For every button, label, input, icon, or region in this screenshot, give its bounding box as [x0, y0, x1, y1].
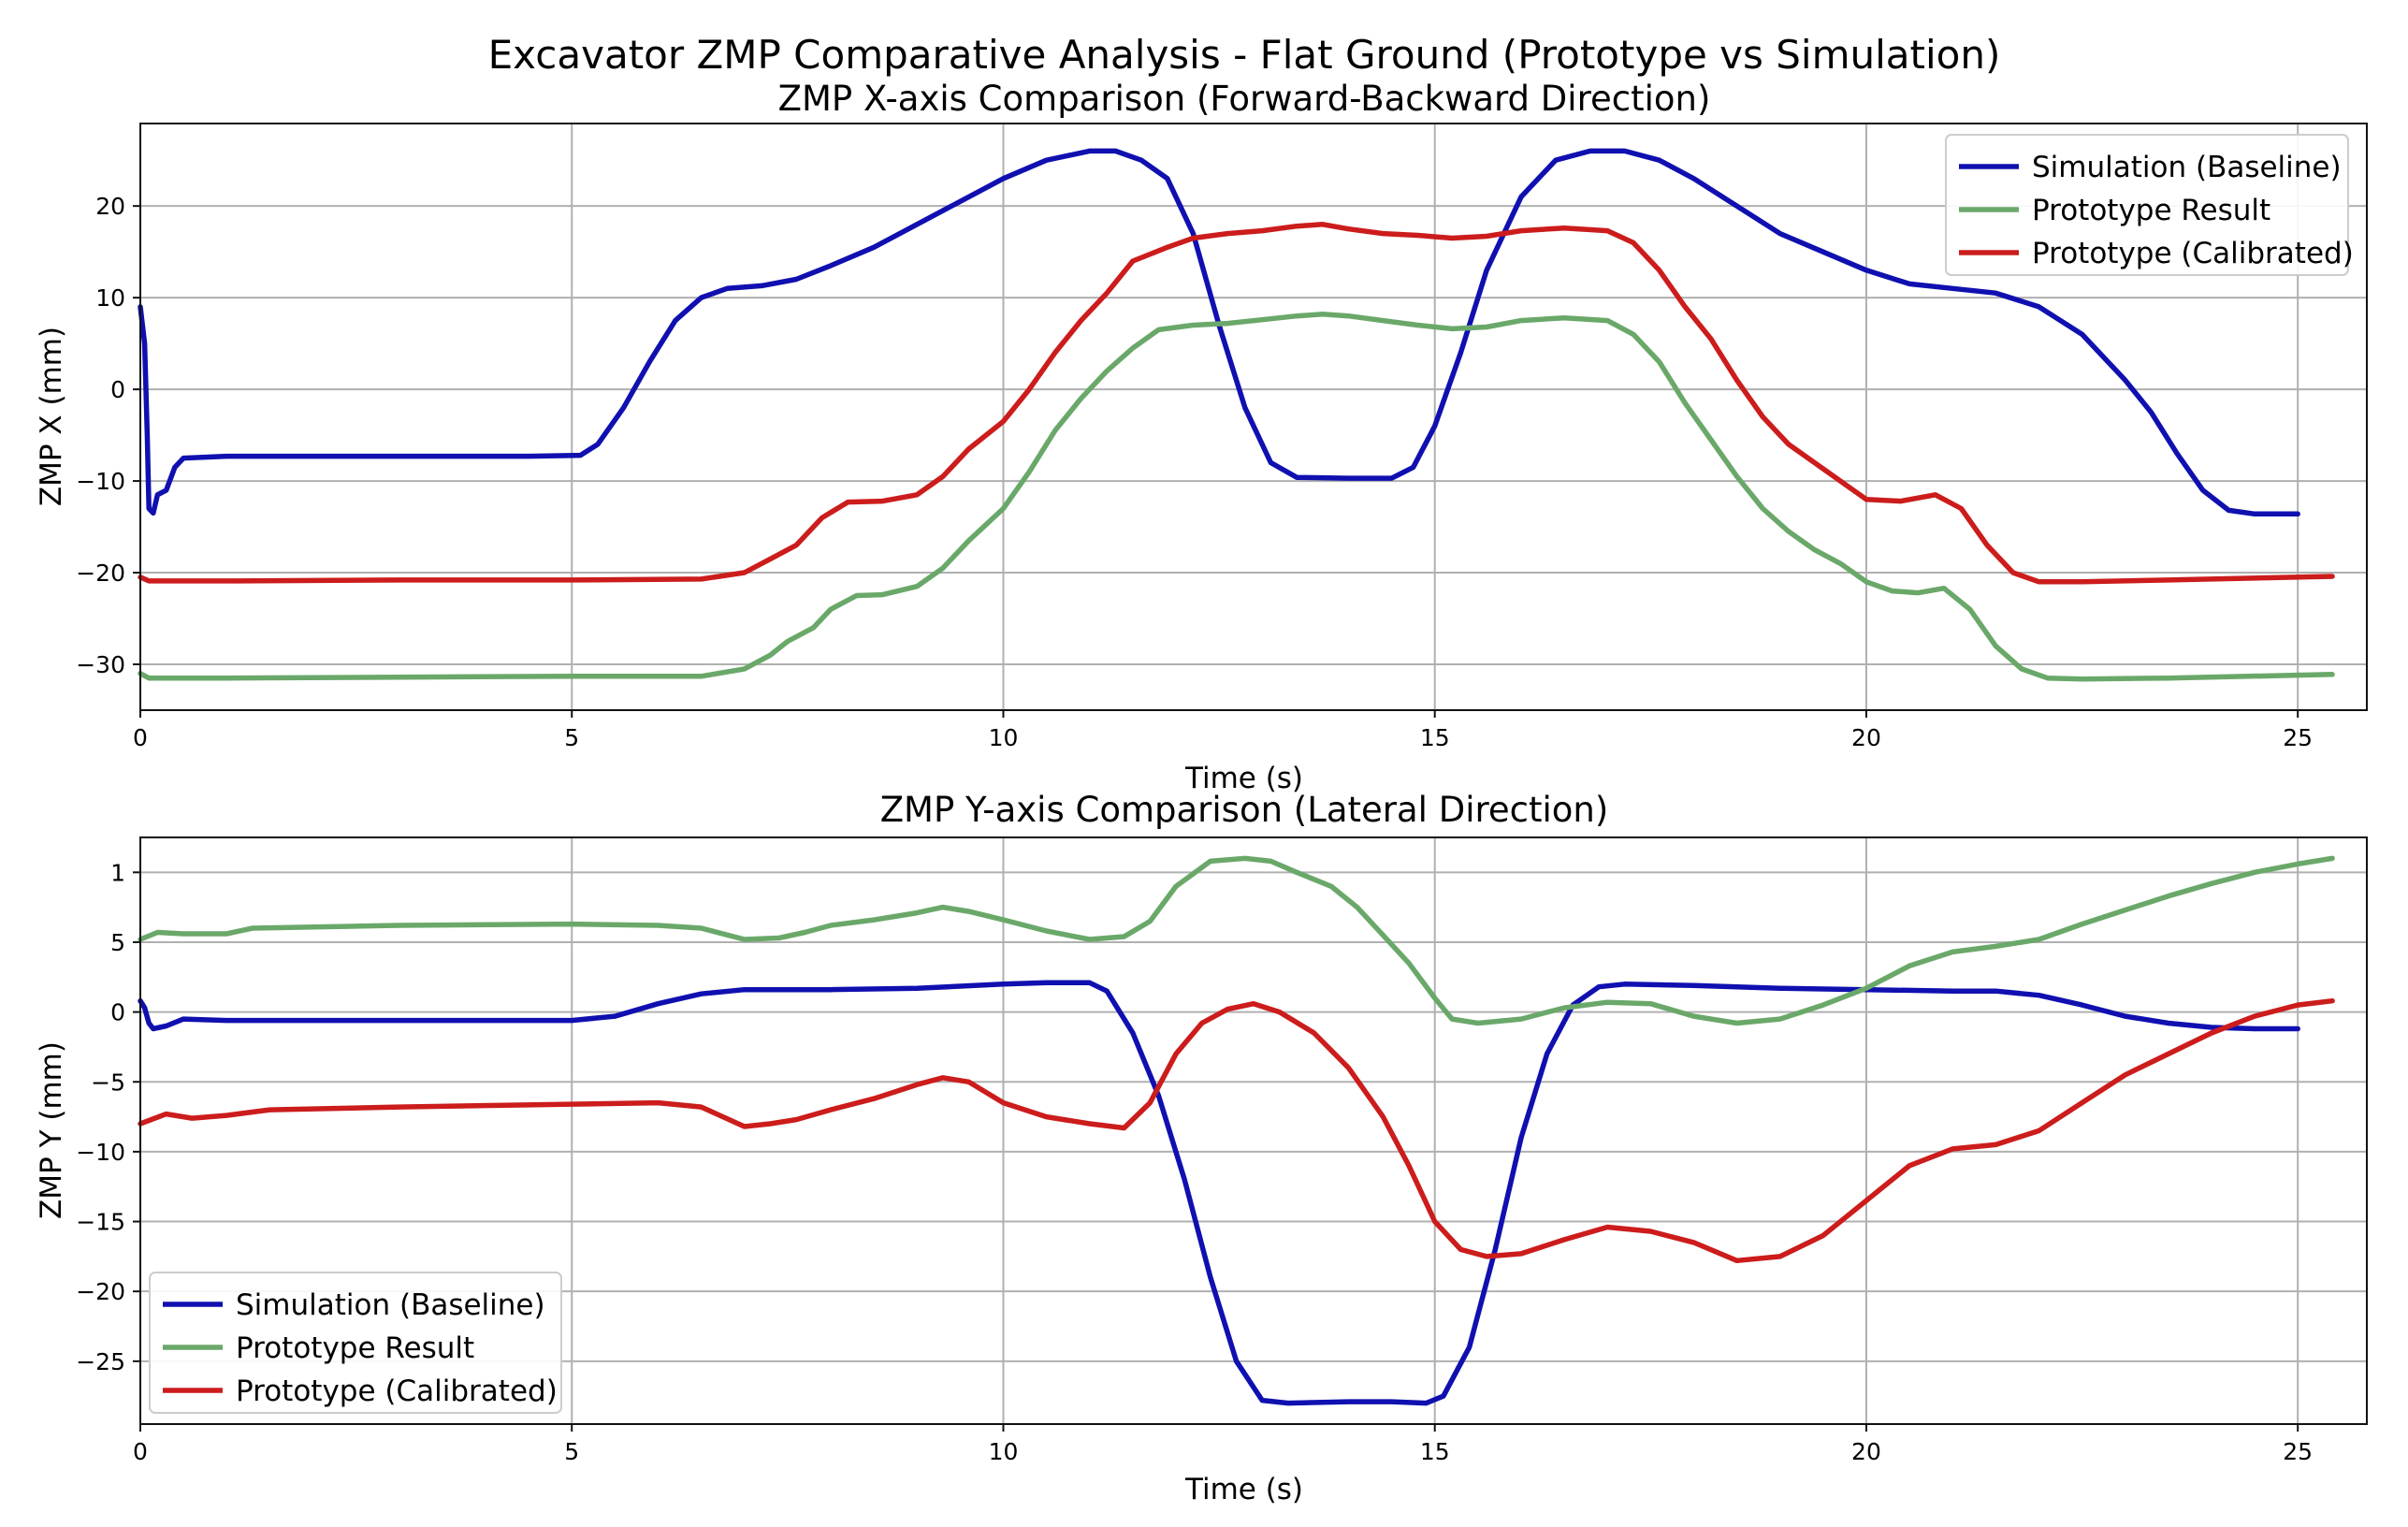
zmp-x-ytick-label: −30 [76, 651, 125, 678]
zmp-x-ytick-label: 20 [95, 193, 125, 220]
zmp-y-legend-label: Simulation (Baseline) [236, 1288, 545, 1322]
zmp-y-chart-title: ZMP Y-axis Comparison (Lateral Direction… [880, 790, 1609, 830]
zmp-y-ytick-label: −5 [91, 1069, 125, 1096]
zmp-x-xtick-label: 10 [989, 724, 1019, 751]
zmp-y-ytick-label: −20 [76, 1278, 125, 1305]
zmp-x-plot-frame [139, 123, 2368, 711]
zmp-y-ytick-label: −25 [76, 1348, 125, 1375]
zmp-y-panel: ZMP Y-axis Comparison (Lateral Direction… [35, 790, 2368, 1506]
zmp-y-ytick-label: 1 [110, 859, 125, 886]
zmp-x-legend-label: Prototype Result [2032, 194, 2270, 227]
zmp-y-xaxis-label: Time (s) [1184, 1473, 1303, 1506]
zmp-x-ticks: 0 5 10 15 20 25 −30 −20 −10 0 10 20 [76, 193, 2313, 751]
zmp-x-xaxis-label: Time (s) [1184, 762, 1303, 795]
zmp-x-xtick-label: 20 [1851, 724, 1881, 751]
figure-suptitle: Excavator ZMP Comparative Analysis - Fla… [488, 32, 2001, 78]
zmp-y-yaxis-label: ZMP Y (mm) [35, 1041, 68, 1219]
zmp-y-series-lines [138, 855, 2335, 1406]
zmp-x-series-lines [138, 148, 2335, 682]
zmp-y-legend-box [149, 1272, 562, 1414]
zmp-x-legend-label: Simulation (Baseline) [2032, 151, 2342, 184]
zmp-y-xtick-label: 10 [989, 1438, 1019, 1465]
zmp-y-ytick-label: −15 [76, 1209, 125, 1236]
zmp-x-series-line-0 [138, 148, 2300, 517]
zmp-y-ticks: 0 5 10 15 20 25 −25 −20 −15 −10 −5 0 5 1 [76, 859, 2313, 1465]
zmp-y-ytick-label: 5 [110, 929, 125, 956]
zmp-x-yaxis-label: ZMP X (mm) [35, 327, 68, 506]
zmp-y-plot-frame [139, 836, 2368, 1425]
zmp-y-ytick-label: −10 [76, 1139, 125, 1166]
zmp-x-ytick-label: 10 [95, 284, 125, 312]
zmp-y-xtick-label: 20 [1851, 1438, 1881, 1465]
zmp-y-xtick-label: 5 [564, 1438, 579, 1465]
zmp-y-xtick-label: 15 [1420, 1438, 1450, 1465]
zmp-x-legend-box [1945, 134, 2349, 276]
zmp-x-xtick-label: 5 [564, 724, 579, 751]
zmp-y-series-line-0 [138, 980, 2300, 1406]
zmp-x-series-line-2 [138, 222, 2335, 585]
zmp-x-panel: ZMP X-axis Comparison (Forward-Backward … [35, 79, 2368, 795]
zmp-y-xtick-label: 25 [2283, 1438, 2313, 1465]
zmp-y-ytick-label: 0 [110, 999, 125, 1026]
zmp-x-legend: Simulation (Baseline) Prototype Result Pro… [1945, 134, 2354, 276]
zmp-y-legend-label: Prototype Result [236, 1331, 474, 1365]
zmp-x-xtick-label: 0 [133, 724, 148, 751]
zmp-x-xtick-label: 15 [1420, 724, 1450, 751]
zmp-y-series-line-2 [138, 997, 2335, 1264]
zmp-x-ytick-label: 0 [110, 376, 125, 403]
zmp-x-ytick-label: −20 [76, 560, 125, 587]
zmp-x-grid [139, 124, 2367, 710]
zmp-x-xtick-label: 25 [2283, 724, 2313, 751]
zmp-y-xtick-label: 0 [133, 1438, 148, 1465]
zmp-x-legend-label: Prototype (Calibrated) [2032, 237, 2354, 270]
zmp-y-legend: Simulation (Baseline) Prototype Result Pro… [149, 1272, 562, 1414]
zmp-y-legend-label: Prototype (Calibrated) [236, 1374, 558, 1408]
zmp-y-series-line-1 [138, 855, 2335, 1026]
zmp-x-ytick-label: −10 [76, 468, 125, 495]
zmp-x-chart-title: ZMP X-axis Comparison (Forward-Backward … [778, 79, 1711, 119]
zmp-x-series-line-1 [138, 312, 2335, 682]
